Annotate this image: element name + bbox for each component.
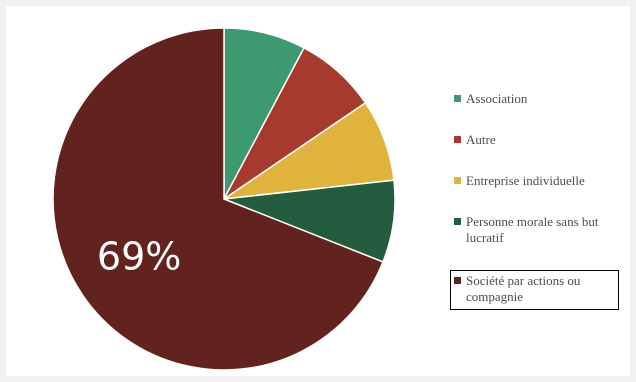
legend-label-2: Entreprise individuelle — [466, 173, 585, 188]
legend-label-0: Association — [466, 91, 528, 106]
legend-label-1: Autre — [466, 132, 496, 147]
legend-swatch-4 — [454, 277, 461, 284]
legend-item-3[interactable]: Personne morale sans but lucratif — [454, 214, 624, 246]
legend-label-4: Société par actions ou compagnie — [466, 273, 581, 304]
legend-swatch-0 — [454, 95, 461, 102]
legend-item-2[interactable]: Entreprise individuelle — [454, 173, 624, 189]
legend-swatch-3 — [454, 218, 461, 225]
chart-legend: Association Autre Entreprise individuelle P… — [450, 91, 624, 334]
pie-slice-4[interactable] — [52, 27, 384, 371]
legend-label-3: Personne morale sans but lucratif — [466, 214, 599, 245]
pie-data-label-0: 69% — [97, 235, 181, 279]
legend-item-4[interactable]: Société par actions ou compagnie — [450, 270, 619, 310]
pie-chart: 69% — [52, 27, 396, 371]
legend-swatch-1 — [454, 136, 461, 143]
legend-swatch-2 — [454, 177, 461, 184]
legend-item-0[interactable]: Association — [454, 91, 624, 107]
chart-area: 69% Association Autre Entreprise individue… — [6, 6, 630, 376]
legend-item-1[interactable]: Autre — [454, 132, 624, 148]
